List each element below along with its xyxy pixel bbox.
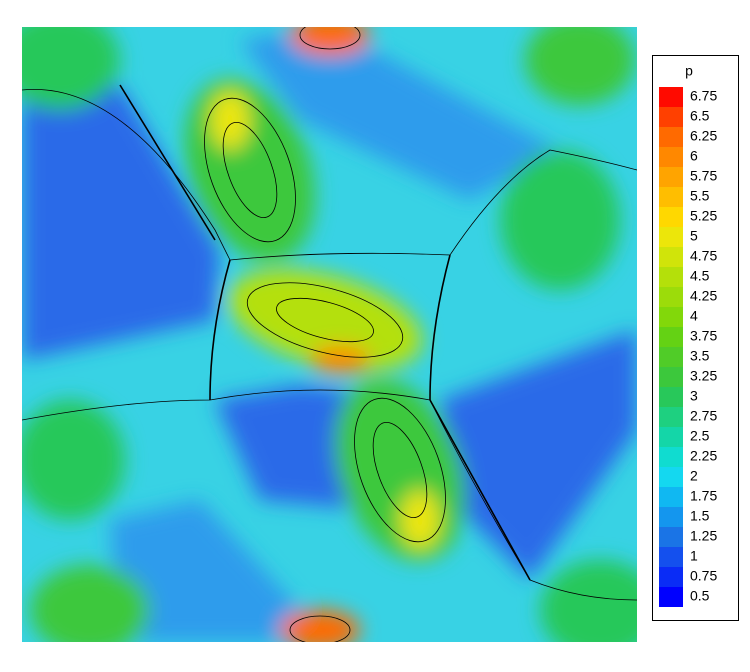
green-region [22, 400, 125, 520]
blue-region [440, 330, 637, 580]
legend-swatch [659, 407, 683, 427]
legend-label: 6.25 [690, 128, 717, 144]
contour-field [22, 27, 637, 642]
green-region [525, 27, 635, 105]
contour-line [209, 259, 231, 401]
legend-label: 4.5 [690, 268, 710, 284]
contour-line [22, 88, 637, 261]
legend-swatch [659, 567, 683, 587]
legend-label: 5.5 [690, 188, 710, 204]
contour-line [429, 254, 451, 401]
legend-swatch [659, 147, 683, 167]
legend-label: 2 [690, 468, 698, 484]
legend-swatch [659, 507, 683, 527]
legend-swatch [659, 167, 683, 187]
legend-swatch [659, 187, 683, 207]
legend-label: 1.25 [690, 528, 717, 544]
legend-swatch [659, 327, 683, 347]
legend-swatch [659, 107, 683, 127]
legend-label: 4.25 [690, 288, 717, 304]
legend-label: 5 [690, 228, 698, 244]
contour-line [276, 297, 374, 343]
legend-swatch [659, 447, 683, 467]
contour-line [354, 397, 446, 543]
legend-label: 3 [690, 388, 698, 404]
contour-line [119, 84, 216, 241]
legend-swatch [659, 287, 683, 307]
legend-label: 4 [690, 308, 698, 324]
legend-label: 1 [690, 548, 698, 564]
field-regions [22, 27, 637, 642]
legend-title: p [685, 63, 693, 79]
legend-swatch [659, 467, 683, 487]
green-region [500, 150, 620, 290]
contour-line [222, 122, 278, 218]
blue-region [110, 500, 330, 642]
contour-line [429, 399, 531, 581]
yellow-region [400, 490, 440, 550]
blue-region [22, 80, 220, 360]
legend-swatch [659, 387, 683, 407]
legend-label: 0.75 [690, 568, 717, 584]
green-region [540, 560, 637, 642]
legend-swatch [659, 247, 683, 267]
contour-line [372, 422, 428, 518]
legend-label: 6.75 [690, 88, 717, 104]
red-region [280, 610, 360, 642]
legend-label: 1.5 [690, 508, 710, 524]
contour-line [299, 27, 361, 50]
legend-label: 6.5 [690, 108, 710, 124]
legend-label: 3.5 [690, 348, 710, 364]
legend-label: 2.25 [690, 448, 717, 464]
legend-swatch [659, 207, 683, 227]
green-region [30, 565, 150, 642]
legend-swatch [659, 347, 683, 367]
red-region [290, 27, 370, 55]
legend-label: 4.75 [690, 248, 717, 264]
legend-label: 2.5 [690, 428, 710, 444]
legend-label: 3.75 [690, 328, 717, 344]
legend-label: 5.75 [690, 168, 717, 184]
yellow-region [227, 269, 423, 371]
yellow-region [210, 90, 250, 150]
legend-swatch [659, 427, 683, 447]
legend-swatch [659, 227, 683, 247]
legend-swatch [659, 547, 683, 567]
legend-swatch [659, 587, 683, 607]
legend-swatch [659, 87, 683, 107]
legend-swatch [659, 487, 683, 507]
green-region [22, 27, 120, 110]
legend-label: 3.25 [690, 368, 717, 384]
legend-swatch [659, 527, 683, 547]
blue-region [240, 27, 560, 200]
legend-swatch [659, 267, 683, 287]
legend-label: 6 [690, 148, 698, 164]
legend-swatch [659, 127, 683, 147]
legend-label: 1.75 [690, 488, 717, 504]
legend-swatch [659, 367, 683, 387]
contour-lines [22, 27, 637, 642]
contour-line [22, 389, 637, 601]
legend-label: 2.75 [690, 408, 717, 424]
legend-label: 0.5 [690, 588, 710, 604]
contour-line [246, 282, 404, 358]
red-region [310, 346, 370, 374]
legend-swatch [659, 307, 683, 327]
contour-line [289, 615, 351, 642]
contour-line [204, 97, 296, 243]
legend-label: 5.25 [690, 208, 717, 224]
